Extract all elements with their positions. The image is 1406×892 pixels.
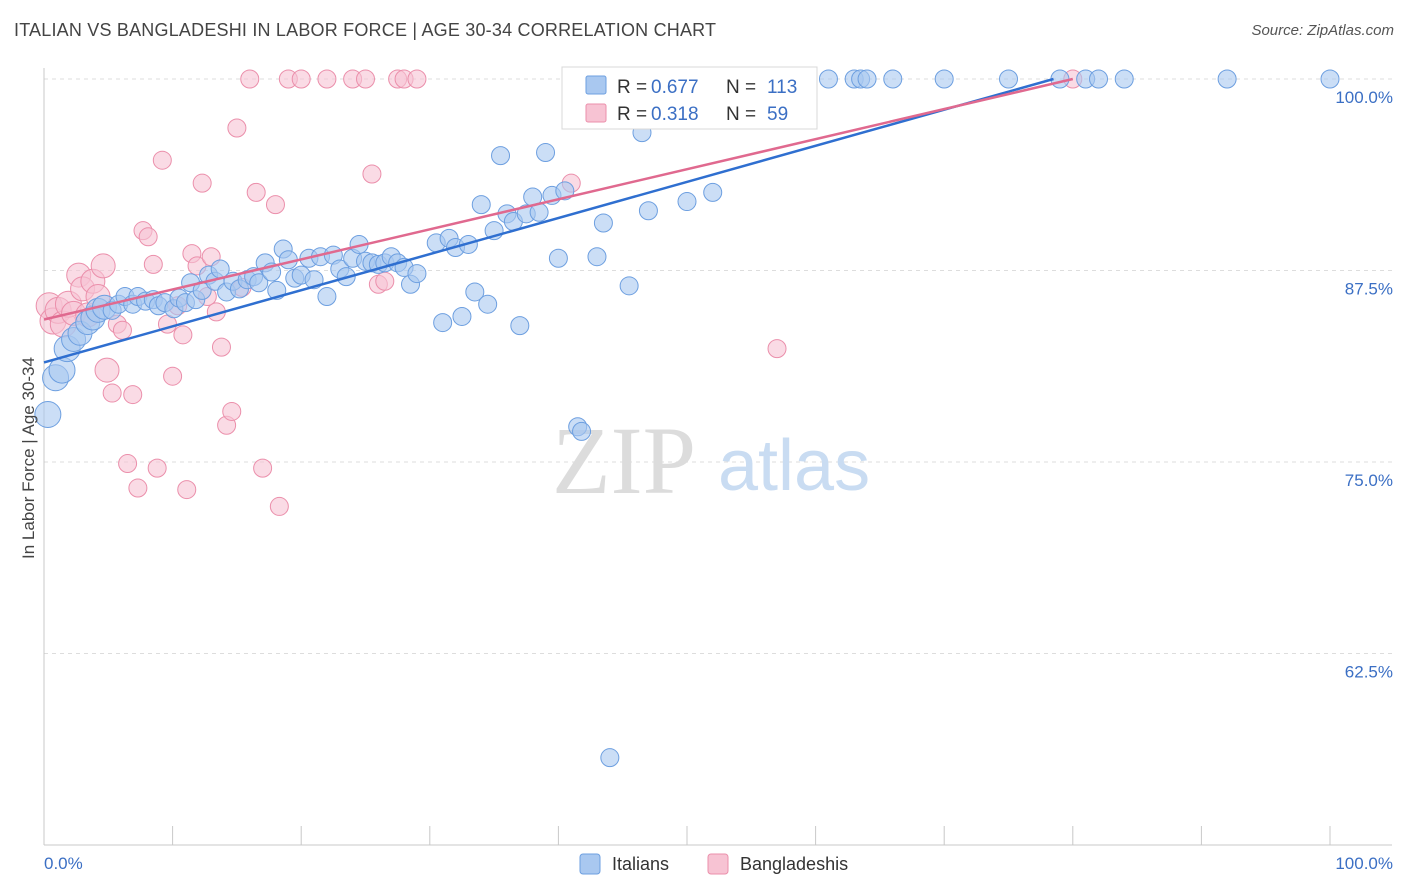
bangladeshi-point	[317, 69, 337, 89]
bangladeshi-point	[767, 339, 787, 359]
italian-point	[491, 146, 511, 166]
y-tick-labels: 100.0% 87.5% 75.0% 62.5%	[1335, 88, 1393, 682]
bangladeshi-point	[173, 325, 193, 345]
bangladeshi-point	[112, 320, 132, 340]
italian-point	[703, 182, 723, 202]
bangladeshi-point	[94, 357, 120, 383]
source-label: Source: ZipAtlas.com	[1251, 22, 1394, 39]
bangladeshi-point	[138, 227, 158, 247]
bangladeshi-point	[362, 164, 382, 184]
italian-point	[1114, 69, 1134, 89]
italian-point	[452, 306, 472, 326]
legend-n-value-italians: 113	[767, 77, 797, 98]
italian-point	[536, 143, 556, 163]
bangladeshi-point	[152, 150, 172, 170]
italian-point	[471, 195, 491, 215]
italian-point	[818, 69, 838, 89]
italian-point	[34, 401, 62, 429]
y-tick-label: 75.0%	[1345, 471, 1393, 490]
legend-n-label-bangladeshis: N =	[726, 104, 756, 125]
bangladeshi-point	[222, 401, 242, 421]
italian-point	[857, 69, 877, 89]
italian-point	[593, 213, 613, 233]
legend-swatch-bangladeshis	[585, 103, 607, 123]
bottom-legend-swatch-bangladeshis	[707, 853, 729, 875]
italian-point	[407, 264, 427, 284]
x-tick-marks	[43, 826, 1331, 845]
italian-point	[934, 69, 954, 89]
y-axis-label: In Labor Force | Age 30-34	[19, 357, 38, 559]
italian-point	[1089, 69, 1109, 89]
bangladeshi-point	[102, 383, 122, 403]
bangladeshi-point	[118, 454, 138, 474]
legend-r-value-italians: 0.677	[651, 77, 699, 98]
legend-r-value-bangladeshis: 0.318	[651, 104, 699, 125]
italian-point	[587, 247, 607, 267]
bottom-legend-label-italians: Italians	[612, 854, 669, 874]
bangladeshi-point	[240, 69, 260, 89]
italian-point	[619, 276, 639, 296]
bangladeshi-point	[291, 69, 311, 89]
bangladeshi-point	[192, 173, 212, 193]
italian-point	[478, 294, 498, 314]
italian-point	[883, 69, 903, 89]
italian-point	[999, 69, 1018, 89]
italian-point	[572, 421, 592, 441]
italian-point	[548, 248, 568, 268]
legend-r-label-italians: R =	[617, 77, 647, 98]
watermark: ZIP atlas	[552, 407, 870, 514]
italian-point	[433, 313, 453, 333]
chart-title: ITALIAN VS BANGLADESHI IN LABOR FORCE | …	[14, 20, 717, 40]
bangladeshi-point	[90, 253, 116, 279]
stats-legend: R = 0.677 N = 113 R = 0.318 N = 59	[561, 66, 818, 130]
italian-point	[510, 316, 530, 336]
italians-trend-line	[43, 77, 1054, 364]
bangladeshi-point	[211, 337, 231, 357]
trend-lines	[43, 77, 1074, 364]
bangladeshi-point	[227, 118, 247, 138]
italian-point	[638, 201, 658, 221]
bangladeshi-point	[147, 458, 167, 478]
bangladeshi-point	[246, 182, 266, 202]
bottom-legend-label-bangladeshis: Bangladeshis	[740, 854, 848, 874]
bangladeshi-point	[269, 496, 289, 516]
watermark-atlas: atlas	[718, 426, 870, 506]
grid-lines	[44, 78, 1392, 654]
bottom-legend-swatch-italians	[579, 853, 601, 875]
y-tick-label: 100.0%	[1335, 88, 1393, 107]
y-tick-label: 62.5%	[1345, 663, 1393, 682]
legend-n-label-italians: N =	[726, 77, 756, 98]
legend-swatch-italians	[585, 75, 607, 95]
italian-point	[249, 273, 269, 293]
x-tick-label-max: 100.0%	[1335, 854, 1393, 873]
legend-n-value-bangladeshis: 59	[767, 104, 788, 125]
italian-point	[600, 748, 620, 768]
legend-r-label-bangladeshis: R =	[617, 104, 647, 125]
italian-point	[555, 181, 575, 201]
bangladeshi-point	[128, 478, 148, 498]
bangladeshi-point	[407, 69, 427, 89]
y-tick-label: 87.5%	[1345, 280, 1393, 299]
bangladeshi-point	[253, 458, 273, 478]
bangladeshi-point	[163, 366, 183, 386]
bangladeshi-point	[143, 254, 163, 274]
bangladeshis-trend-line	[43, 77, 1074, 321]
bangladeshi-point	[177, 480, 197, 500]
italian-point	[465, 282, 485, 302]
italian-point	[317, 287, 337, 307]
bangladeshi-point	[123, 385, 143, 405]
bangladeshi-point	[375, 271, 395, 291]
series-legend: Italians Bangladeshis	[579, 853, 848, 875]
italian-point	[1217, 69, 1237, 89]
axes	[43, 68, 1392, 846]
bangladeshi-point	[356, 69, 375, 89]
italian-point	[1050, 69, 1070, 89]
x-tick-label-min: 0.0%	[44, 854, 83, 873]
italian-point	[1320, 69, 1340, 89]
bangladeshi-point	[265, 195, 285, 215]
italian-point	[677, 192, 697, 212]
